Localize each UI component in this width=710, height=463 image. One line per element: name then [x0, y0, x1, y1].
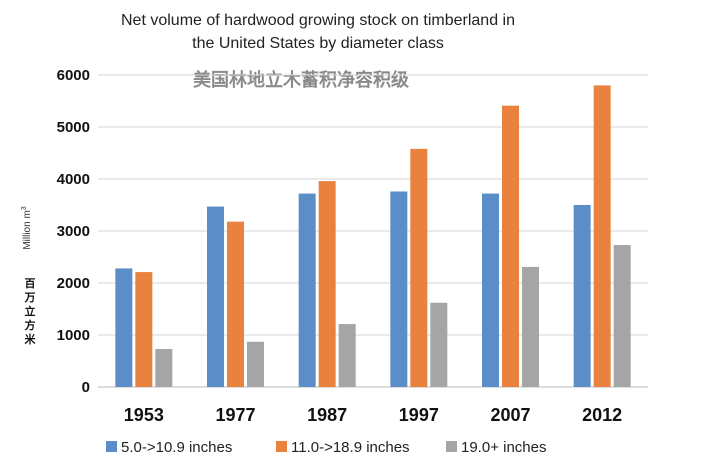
bar: [338, 324, 356, 387]
y-axis-label-cn-char: 方: [25, 318, 36, 332]
x-axis-ticks: 1953 1977 1987 1997 2007 2012: [124, 405, 622, 425]
x-tick-label: 2007: [490, 405, 530, 425]
legend-label: 11.0->18.9 inches: [291, 439, 410, 456]
bar: [318, 181, 336, 387]
y-axis-label-cn-char: 米: [24, 332, 37, 346]
bar: [155, 349, 173, 387]
y-axis-label-cn-char: 万: [24, 291, 36, 304]
chart-subtitle: 美国林地立木蓄积净容积级: [193, 69, 410, 91]
bar: [430, 302, 448, 387]
bar: [135, 272, 153, 387]
bar: [573, 205, 591, 387]
y-axis-label-cn-char: 百: [25, 277, 36, 290]
y-axis-label-text: Million m: [22, 210, 33, 249]
bar: [298, 193, 316, 387]
bar: [502, 105, 519, 388]
bar: [247, 341, 264, 387]
bar: [410, 148, 428, 387]
y-axis-label-cn: 百 万 立 方 米: [24, 277, 37, 346]
y-tick-label: 1000: [57, 327, 90, 344]
chart-title-line-2: the United States by diameter class: [192, 35, 444, 52]
bar: [207, 206, 224, 387]
y-tick-label: 0: [82, 379, 90, 396]
chart-title-line-1: Net volume of hardwood growing stock on …: [121, 12, 515, 29]
legend-swatch: [446, 441, 457, 452]
y-axis-label-superscript: 3: [21, 206, 28, 210]
bar: [227, 221, 244, 387]
x-tick-label: 1977: [215, 405, 255, 425]
legend-swatch: [106, 441, 117, 452]
bar: [482, 193, 499, 387]
legend-label: 5.0->10.9 inches: [121, 439, 232, 456]
x-tick-label: 1997: [399, 405, 439, 425]
gridlines: [98, 74, 648, 388]
x-tick-label: 1953: [124, 405, 164, 425]
bar: [613, 245, 631, 387]
legend-label: 19.0+ inches: [461, 439, 546, 456]
y-tick-label: 2000: [57, 275, 90, 292]
x-tick-label: 1987: [307, 405, 347, 425]
y-axis-ticks: 0 1000 2000 3000 4000 5000 6000: [57, 67, 90, 396]
y-tick-label: 4000: [57, 171, 90, 188]
bars: [115, 85, 631, 388]
bar: [390, 191, 408, 387]
y-tick-label: 5000: [57, 119, 90, 136]
x-tick-label: 2012: [582, 405, 622, 425]
y-tick-label: 6000: [57, 67, 90, 84]
y-axis-label: Million m3: [21, 206, 33, 249]
bar: [115, 268, 133, 387]
bar: [593, 85, 611, 388]
y-axis-label-cn-char: 立: [25, 304, 36, 318]
y-tick-label: 3000: [57, 223, 90, 240]
legend: 5.0->10.9 inches 11.0->18.9 inches 19.0+ i…: [106, 439, 546, 456]
legend-swatch: [276, 441, 287, 452]
bar: [522, 266, 539, 387]
